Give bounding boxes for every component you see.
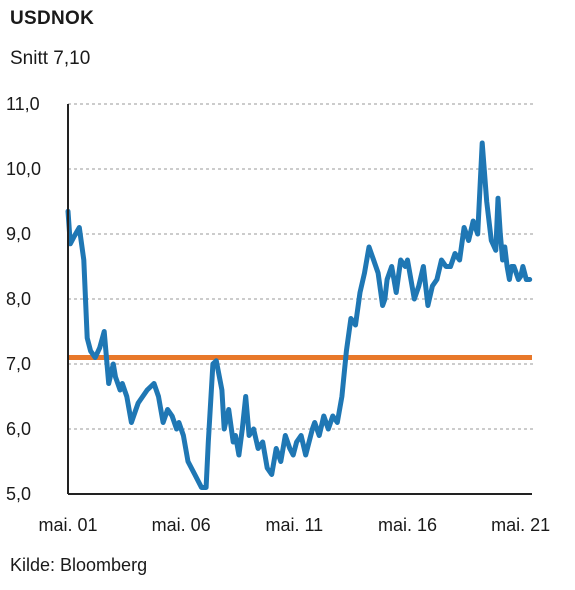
- x-tick-label: mai. 06: [152, 515, 211, 535]
- series-line: [65, 140, 533, 490]
- gridlines: [68, 103, 536, 430]
- source-note: Kilde: Bloomberg: [10, 555, 148, 575]
- y-tick-label: 10,0: [6, 159, 41, 179]
- chart-subtitle: Snitt 7,10: [10, 48, 91, 69]
- y-tick-label: 9,0: [6, 224, 31, 244]
- y-tick-label: 5,0: [6, 484, 31, 504]
- chart-title: USDNOK: [10, 8, 95, 29]
- x-axis-ticks: mai. 01 mai. 06 mai. 11 mai. 16 mai. 21: [38, 515, 550, 535]
- series-group: [65, 140, 533, 490]
- x-tick-label: mai. 01: [38, 515, 97, 535]
- y-tick-label: 11,0: [6, 94, 40, 114]
- y-tick-label: 8,0: [6, 289, 31, 309]
- x-tick-label: mai. 16: [378, 515, 437, 535]
- x-tick-label: mai. 11: [265, 515, 323, 535]
- y-tick-label: 7,0: [6, 354, 31, 374]
- axes: [67, 104, 532, 495]
- x-tick-label: mai. 21: [491, 515, 550, 535]
- y-axis-ticks: 11,0 10,0 9,0 8,0 7,0 6,0 5,0: [6, 94, 41, 504]
- y-tick-label: 6,0: [6, 419, 31, 439]
